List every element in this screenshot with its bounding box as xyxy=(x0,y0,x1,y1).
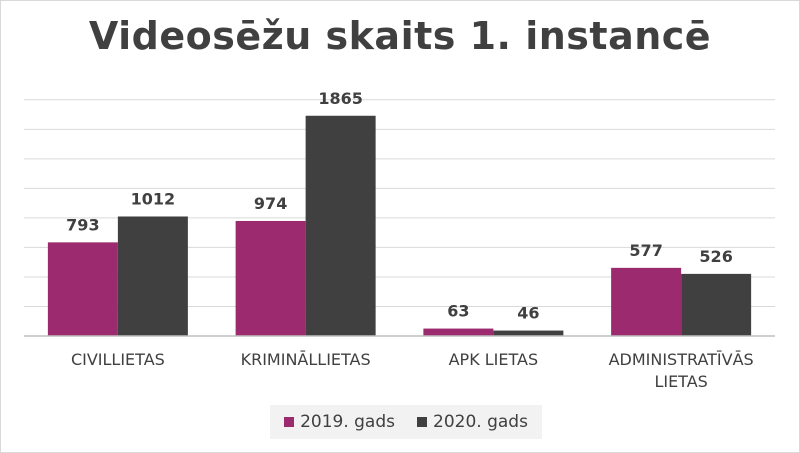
data-label: 1865 xyxy=(318,89,363,108)
data-label: 46 xyxy=(517,304,539,323)
legend-label-2019: 2019. gads xyxy=(300,412,395,432)
x-tick-label: APK LIETAS xyxy=(449,350,539,369)
x-tick-label: CIVILLIETAS xyxy=(71,350,165,369)
bar-2019-3 xyxy=(611,267,682,336)
bar-2019-2 xyxy=(423,328,494,336)
data-label: 526 xyxy=(699,247,732,266)
x-tick-label: LIETAS xyxy=(654,372,707,391)
bar-2019-1 xyxy=(235,220,306,336)
bar-2020-0 xyxy=(117,216,188,336)
bar-2020-2 xyxy=(493,330,564,336)
x-tick-label: ADMINISTRATĪVĀS xyxy=(609,350,754,369)
chart-legend: 2019. gads 2020. gads xyxy=(270,405,542,439)
data-label: 793 xyxy=(66,215,99,234)
legend-label-2020: 2020. gads xyxy=(433,412,528,432)
x-tick-label: KRIMINĀLLIETAS xyxy=(241,350,371,369)
legend-swatch-2020 xyxy=(417,417,427,427)
data-label: 974 xyxy=(254,194,287,213)
data-label: 1012 xyxy=(131,189,176,208)
bar-2019-0 xyxy=(47,242,118,336)
chart-title: Videosēžu skaits 1. instancē xyxy=(88,14,712,58)
bar-2020-3 xyxy=(681,273,752,336)
data-label: 577 xyxy=(629,241,662,260)
legend-item-2020: 2020. gads xyxy=(417,412,528,432)
data-label: 63 xyxy=(447,302,469,321)
legend-item-2019: 2019. gads xyxy=(284,412,395,432)
bar-2020-1 xyxy=(305,115,376,336)
legend-swatch-2019 xyxy=(284,417,295,427)
